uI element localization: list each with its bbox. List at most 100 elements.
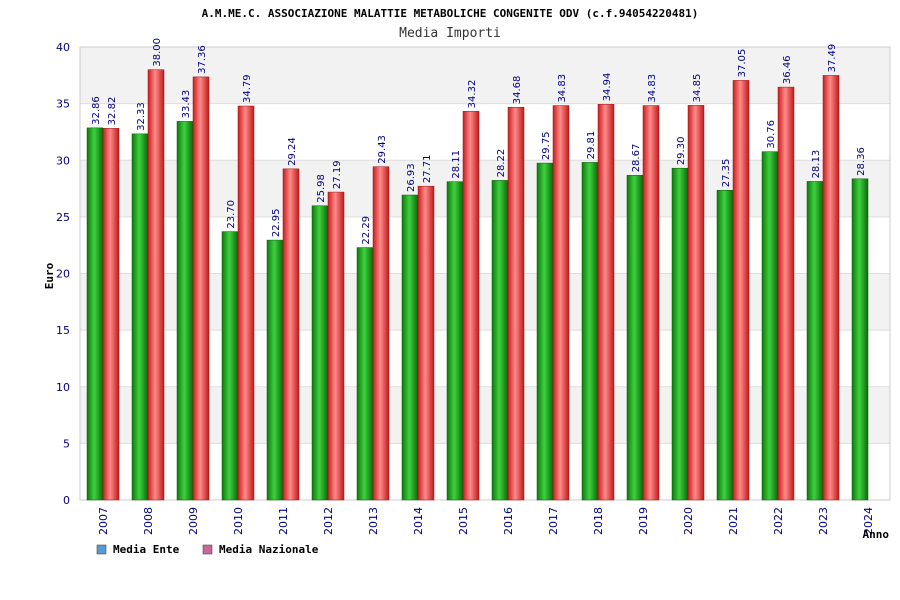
x-tick-label: 2012 bbox=[322, 507, 335, 535]
legend-label-media-nazionale: Media Nazionale bbox=[219, 543, 319, 556]
bar-media-ente-2019 bbox=[626, 175, 644, 501]
x-tick-label: 2023 bbox=[817, 507, 830, 535]
x-tick-label: 2024 bbox=[862, 507, 875, 535]
grid-band bbox=[80, 216, 890, 274]
legend: Media Ente Media Nazionale bbox=[96, 543, 319, 556]
bar-media-nazionale-2012 bbox=[327, 191, 345, 501]
value-label: 29.24 bbox=[287, 137, 298, 166]
bar-media-ente-2023 bbox=[806, 181, 824, 501]
bar-media-ente-2018 bbox=[581, 162, 599, 501]
value-label: 27.35 bbox=[721, 159, 732, 188]
value-labels: 32.86 32.82 32.33 38.00 33.43 37.36 23.70 34.79… bbox=[91, 38, 867, 245]
x-tick-label: 2007 bbox=[97, 507, 110, 535]
y-tick-label: 25 bbox=[56, 211, 70, 224]
chart-subtitle: Media Importi bbox=[399, 26, 501, 41]
bar-media-ente-2010 bbox=[221, 231, 239, 501]
y-tick-label: 10 bbox=[56, 381, 70, 394]
y-tick-label: 20 bbox=[56, 268, 70, 281]
y-tick-label: 15 bbox=[56, 324, 70, 337]
x-tick-label: 2010 bbox=[232, 507, 245, 535]
y-tick-label: 30 bbox=[56, 154, 70, 167]
bar-media-ente-2016 bbox=[491, 180, 509, 501]
bar-media-nazionale-2015 bbox=[462, 111, 480, 501]
plot-frame bbox=[79, 46, 891, 501]
x-tick-label: 2022 bbox=[772, 507, 785, 535]
bar-media-ente-2008 bbox=[131, 133, 149, 501]
bar-media-ente-2024 bbox=[851, 178, 869, 501]
value-label: 25.98 bbox=[316, 174, 327, 203]
legend-swatch-media-ente bbox=[96, 544, 107, 555]
bar-media-nazionale-2013 bbox=[372, 166, 390, 501]
value-label: 34.83 bbox=[647, 74, 658, 103]
bar-media-ente-2011 bbox=[266, 239, 284, 501]
grid-band bbox=[80, 330, 890, 387]
bar-media-ente-2007 bbox=[86, 127, 104, 501]
x-tick-label: 2011 bbox=[277, 507, 290, 535]
bar-media-nazionale-2020 bbox=[687, 105, 705, 501]
value-label: 29.81 bbox=[586, 131, 597, 160]
value-label: 37.49 bbox=[827, 44, 838, 73]
value-label: 34.83 bbox=[557, 74, 568, 103]
value-label: 29.30 bbox=[676, 137, 687, 166]
y-tick-label: 40 bbox=[56, 41, 70, 54]
value-label: 38.00 bbox=[152, 38, 163, 67]
value-label: 27.19 bbox=[332, 160, 343, 189]
value-label: 28.11 bbox=[451, 150, 462, 179]
value-label: 30.76 bbox=[766, 120, 777, 149]
value-label: 34.85 bbox=[692, 74, 703, 103]
chart-title: A.M.ME.C. ASSOCIAZIONE MALATTIE METABOLI… bbox=[202, 7, 699, 20]
x-tick-label: 2016 bbox=[502, 507, 515, 535]
x-tick-label: 2013 bbox=[367, 507, 380, 535]
value-label: 33.43 bbox=[181, 90, 192, 119]
bar-media-nazionale-2023 bbox=[822, 75, 840, 501]
value-label: 34.94 bbox=[602, 73, 613, 102]
grid-band bbox=[80, 47, 890, 104]
value-label: 22.95 bbox=[271, 208, 282, 237]
y-axis-label: Euro bbox=[43, 262, 56, 289]
grid-band bbox=[80, 386, 890, 444]
grid bbox=[79, 46, 891, 501]
bar-media-nazionale-2010 bbox=[237, 105, 255, 501]
y-tick-label: 0 bbox=[63, 494, 70, 507]
x-tick-label: 2019 bbox=[637, 507, 650, 535]
x-axis-label: Anno bbox=[863, 528, 890, 541]
grid-band bbox=[80, 273, 890, 331]
bar-media-nazionale-2011 bbox=[282, 168, 300, 501]
value-label: 29.75 bbox=[541, 131, 552, 160]
value-label: 28.22 bbox=[496, 149, 507, 178]
bar-media-ente-2009 bbox=[176, 121, 194, 501]
value-label: 29.43 bbox=[377, 135, 388, 164]
value-label: 22.29 bbox=[361, 216, 372, 245]
bar-media-nazionale-2017 bbox=[552, 105, 570, 501]
grid-band bbox=[80, 443, 890, 500]
bar-media-ente-2021 bbox=[716, 190, 734, 501]
bar-media-ente-2014 bbox=[401, 194, 419, 501]
x-axis-ticks: 2007 2008 2009 2010 2011 2012 2013 2014 2015 2016… bbox=[97, 507, 875, 535]
x-tick-label: 2008 bbox=[142, 507, 155, 535]
x-tick-label: 2014 bbox=[412, 507, 425, 535]
bar-media-nazionale-2019 bbox=[642, 105, 660, 501]
legend-swatch-media-nazionale bbox=[202, 544, 213, 555]
bar-media-ente-2020 bbox=[671, 167, 689, 501]
bar-media-ente-2022 bbox=[761, 151, 779, 501]
value-label: 37.36 bbox=[197, 45, 208, 74]
x-tick-label: 2015 bbox=[457, 507, 470, 535]
value-label: 34.79 bbox=[242, 74, 253, 103]
bar-media-ente-2017 bbox=[536, 162, 554, 501]
bar-media-nazionale-2009 bbox=[192, 76, 210, 501]
value-label: 27.71 bbox=[422, 155, 433, 184]
value-label: 28.36 bbox=[856, 147, 867, 176]
bar-media-nazionale-2008 bbox=[147, 69, 165, 501]
x-tick-label: 2018 bbox=[592, 507, 605, 535]
grid-band bbox=[80, 103, 890, 161]
value-label: 28.13 bbox=[811, 150, 822, 179]
bar-media-nazionale-2022 bbox=[777, 86, 795, 501]
legend-label-media-ente: Media Ente bbox=[113, 543, 180, 556]
value-label: 26.93 bbox=[406, 163, 417, 192]
x-tick-label: 2009 bbox=[187, 507, 200, 535]
bar-media-nazionale-2014 bbox=[417, 185, 435, 501]
bar-media-nazionale-2021 bbox=[732, 80, 750, 501]
value-label: 34.68 bbox=[512, 76, 523, 105]
x-tick-label: 2017 bbox=[547, 507, 560, 535]
